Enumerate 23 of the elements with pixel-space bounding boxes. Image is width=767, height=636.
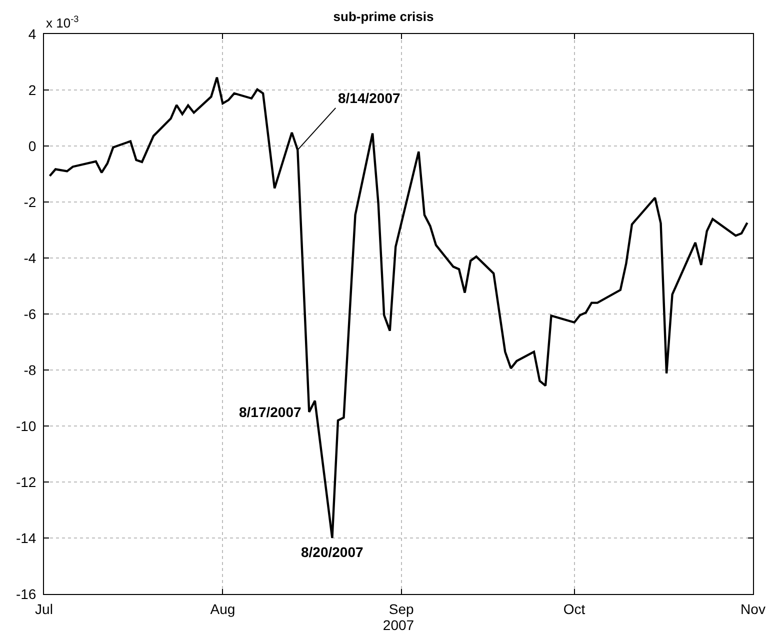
line-series	[48, 76, 748, 540]
x-axis-title: 2007	[382, 617, 414, 634]
text: x 10$^{-3}$	[46, 14, 79, 30]
x-tick-label: Jul	[35, 600, 53, 617]
annotation: 8/17/2007	[239, 404, 302, 420]
annotation: 8/20/2007	[301, 544, 364, 560]
y-tick-label: -16	[16, 586, 36, 602]
y-tick-label: 4	[28, 26, 36, 42]
chart-title: sub-prime crisis	[333, 9, 434, 24]
y-tick-label: -6	[24, 306, 36, 322]
x-tick-label: Nov	[740, 600, 766, 617]
y-tick-label: -8	[24, 362, 36, 378]
y-tick-label: -12	[16, 474, 36, 490]
annotation: 8/14/2007	[338, 90, 400, 106]
y-tick-label: -2	[24, 194, 36, 210]
y-tick-label: -10	[16, 418, 36, 434]
y-tick-label: -4	[24, 250, 36, 266]
y-tick-label: 2	[28, 82, 36, 98]
y-tick-label: 0	[28, 138, 36, 154]
x-tick-label: Oct	[563, 600, 586, 617]
y-tick-label: -14	[16, 530, 36, 546]
x-tick-label: Sep	[388, 600, 414, 617]
x-tick-label: Aug	[210, 600, 236, 617]
